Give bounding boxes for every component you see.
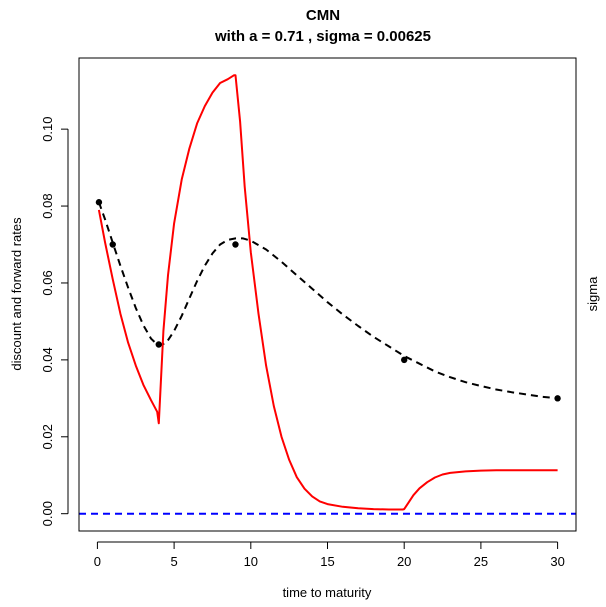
data-point	[400, 356, 408, 364]
chart-subtitle: with a = 0.71 , sigma = 0.00625	[214, 28, 431, 45]
plot-frame	[78, 57, 577, 532]
data-point	[232, 241, 239, 248]
data-point	[554, 395, 561, 402]
y-axis: 0.00 0.02 0.04 0.06 0.08 0.10	[40, 116, 69, 526]
x-tick-label: 5	[170, 554, 177, 569]
x-tick-label: 25	[474, 554, 488, 569]
y-axis-right-label: sigma	[585, 276, 600, 311]
series-line-1	[97, 201, 558, 400]
x-tick-label: 15	[320, 554, 334, 569]
chart-title: CMN	[306, 7, 340, 24]
y-tick-label: 0.06	[40, 270, 55, 295]
series-line-2	[97, 74, 558, 511]
y-axis-label: discount and forward rates	[9, 217, 24, 371]
data-point	[109, 241, 116, 248]
data-point	[155, 341, 162, 348]
y-tick-label: 0.08	[40, 193, 55, 218]
x-tick-label: 0	[94, 554, 101, 569]
x-tick-label: 20	[397, 554, 411, 569]
y-tick-label: 0.00	[40, 501, 55, 526]
x-tick-label: 10	[244, 554, 258, 569]
x-axis: 0 5 10 15 20 25 30	[94, 541, 565, 569]
x-tick-label: 30	[550, 554, 564, 569]
y-tick-label: 0.10	[40, 116, 55, 141]
data-point	[95, 199, 103, 206]
x-axis-label: time to maturity	[283, 585, 372, 600]
series-layer	[79, 74, 576, 515]
y-tick-label: 0.02	[40, 424, 55, 449]
y-tick-label: 0.04	[40, 347, 55, 372]
